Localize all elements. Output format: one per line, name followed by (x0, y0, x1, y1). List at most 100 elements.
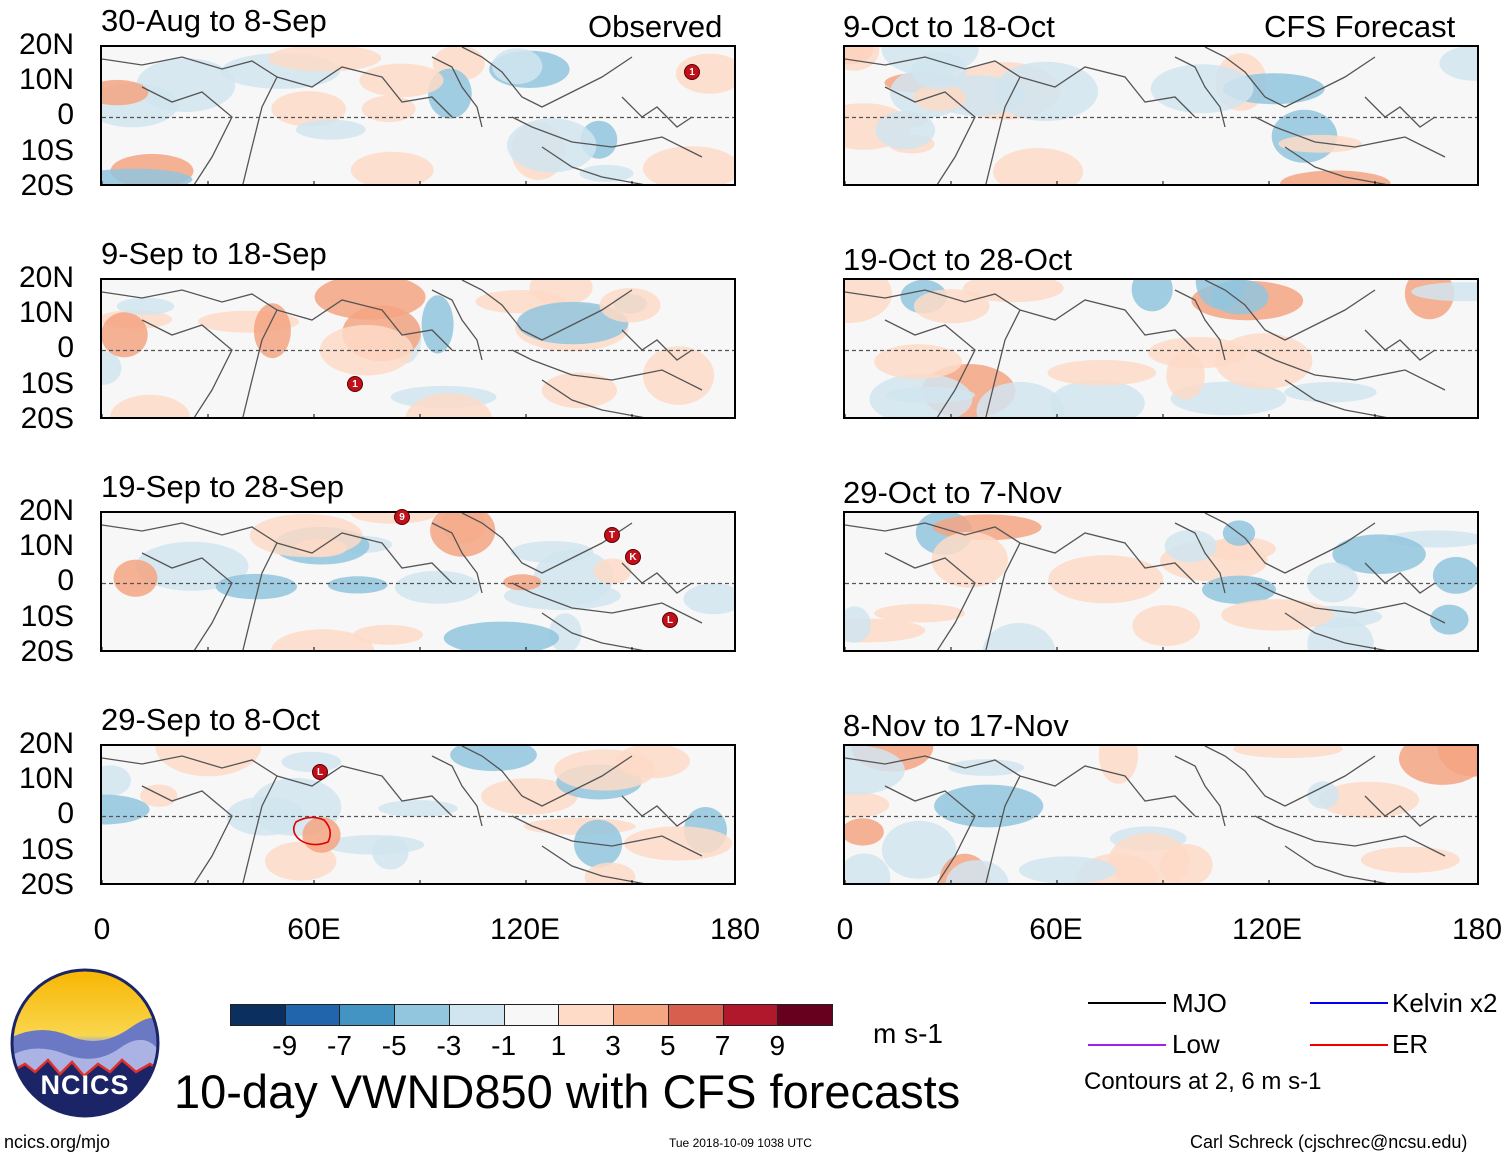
colorbar-swatch (394, 1004, 450, 1026)
legend-low-label: Low (1172, 1029, 1220, 1059)
y-label: 20S (20, 169, 74, 202)
coastline (1019, 532, 1196, 584)
y-label: 10S (20, 600, 74, 633)
coastline (1019, 299, 1196, 351)
y-label: 10S (20, 833, 74, 866)
anomaly-shading (1047, 359, 1157, 386)
anomaly-shading (102, 351, 122, 385)
observed-map-panel-2 (100, 278, 736, 419)
anomaly-shading (945, 860, 1009, 883)
wind-anomaly-map (845, 746, 1477, 883)
coastline (102, 755, 278, 883)
y-label: 0 (57, 797, 74, 830)
anomaly-shading (350, 513, 437, 524)
colorbar-label: -5 (381, 1030, 407, 1061)
anomaly-shading (1307, 781, 1339, 809)
panel-title-fc-3: 29-Oct to 7-Nov (843, 475, 1062, 510)
y-label: 20S (20, 402, 74, 435)
anomaly-shading (113, 559, 158, 597)
y-label: 0 (57, 331, 74, 364)
colorbar-label: -3 (436, 1030, 462, 1061)
anomaly-shading (881, 820, 957, 879)
coastline (845, 522, 1021, 650)
x-label-120e-right: 120E (1231, 913, 1303, 946)
anomaly-shading (361, 95, 416, 123)
coastline (511, 349, 703, 391)
colorbar-units: m s-1 (873, 1018, 943, 1049)
y-label: 20S (20, 868, 74, 901)
anomaly-shading (492, 48, 543, 85)
coastline (141, 785, 233, 883)
observed-map-panel-3 (100, 511, 736, 652)
anomaly-shading (962, 280, 1064, 303)
coastline (621, 795, 693, 827)
y-label: 20N (18, 494, 74, 527)
anomaly-shading (503, 574, 542, 591)
coastline (461, 47, 633, 108)
y-label: 10S (20, 367, 74, 400)
anomaly-shading (1131, 280, 1173, 312)
panel-title-obs-2: 9-Sep to 18-Sep (101, 236, 327, 271)
anomaly-shading (116, 297, 175, 315)
anomaly-shading (593, 558, 632, 584)
anomaly-shading (913, 289, 990, 324)
anomaly-shading (845, 818, 884, 846)
panel-title-obs-1: 30-Aug to 8-Sep (101, 3, 327, 38)
coastline (511, 116, 703, 158)
x-label-180-left: 180 (709, 913, 761, 946)
anomaly-shading (875, 110, 936, 150)
anomaly-shading (675, 53, 734, 94)
anomaly-shading (102, 765, 131, 796)
coastline (1254, 116, 1446, 158)
wind-anomaly-map (102, 47, 734, 184)
coastline (276, 532, 453, 584)
y-label: 10N (18, 529, 74, 562)
footer-author: Carl Schreck (cjschrec@ncsu.edu) (1190, 1132, 1468, 1152)
y-label: 20N (18, 261, 74, 294)
anomaly-shading (934, 784, 1044, 828)
coastline (884, 785, 976, 883)
anomaly-shading (845, 606, 871, 643)
anomaly-shading (584, 862, 636, 883)
storm-marker-icon: 1 (684, 64, 700, 80)
panel-title-fc-2: 19-Oct to 28-Oct (843, 242, 1073, 277)
anomaly-shading (405, 393, 493, 417)
colorbar-swatch (339, 1004, 396, 1026)
anomaly-shading (507, 118, 597, 173)
coastline (1204, 280, 1376, 341)
coastline (511, 582, 703, 624)
coastline (461, 280, 633, 341)
y-label: 10N (18, 296, 74, 329)
storm-marker-icon: L (662, 612, 678, 628)
er-contour (292, 816, 332, 846)
colorbar-swatch (722, 1004, 779, 1026)
anomaly-shading (430, 513, 496, 557)
colorbar-swatch (284, 1004, 341, 1026)
coastline (1254, 349, 1446, 391)
anomaly-shading (993, 148, 1084, 184)
colorbar-swatch (230, 1004, 286, 1026)
footer-url: ncics.org/mjo (4, 1132, 111, 1152)
y-label: 10N (18, 63, 74, 96)
wind-anomaly-map (102, 746, 734, 883)
coastline (431, 522, 483, 594)
anomaly-shading (510, 541, 594, 563)
anomaly-shading (1437, 746, 1477, 777)
forecast-map-panel-1 (843, 45, 1479, 186)
anomaly-shading (270, 629, 375, 650)
anomaly-shading (1306, 562, 1359, 603)
coastline (461, 513, 633, 574)
colorbar-swatch (777, 1004, 833, 1026)
y-label: 10N (18, 762, 74, 795)
wind-anomaly-map (845, 513, 1477, 650)
panel-title-obs-4: 29-Sep to 8-Oct (101, 702, 320, 737)
anomaly-shading (350, 151, 434, 184)
anomaly-shading (135, 541, 249, 591)
anomaly-shading (1164, 529, 1217, 563)
colorbar-label: 9 (769, 1030, 786, 1061)
legend-kelvin-line (1310, 1002, 1388, 1004)
anomaly-shading (378, 800, 458, 817)
coastline (621, 96, 693, 128)
coastline (1174, 56, 1226, 128)
anomaly-shading (481, 778, 578, 815)
